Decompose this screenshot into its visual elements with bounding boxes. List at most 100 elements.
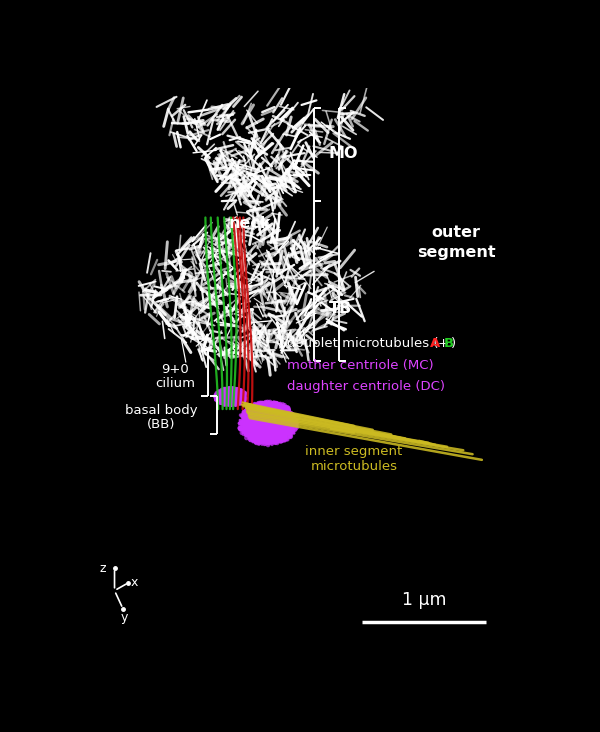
Point <box>223 389 232 401</box>
Point <box>266 400 275 412</box>
Point <box>263 426 272 438</box>
Point <box>284 419 294 431</box>
Point <box>243 421 253 433</box>
Point <box>269 415 278 427</box>
Point <box>219 392 229 403</box>
Point <box>262 417 271 429</box>
Point <box>281 418 290 430</box>
Point <box>254 405 264 417</box>
Point <box>266 406 276 418</box>
Point <box>214 395 223 406</box>
Point <box>278 418 288 430</box>
Point <box>269 418 279 430</box>
Point <box>268 430 278 442</box>
Point <box>273 415 283 427</box>
Point <box>261 423 271 435</box>
Point <box>245 417 255 428</box>
Point <box>260 404 269 416</box>
Point <box>272 414 281 425</box>
Point <box>286 411 295 422</box>
Point <box>271 429 280 441</box>
Point <box>243 411 253 422</box>
Point <box>241 420 250 432</box>
Point <box>245 430 255 441</box>
Point <box>230 387 240 399</box>
Point <box>279 424 289 436</box>
Point <box>232 399 241 411</box>
Point <box>227 387 236 399</box>
Point <box>241 410 250 422</box>
Point <box>265 406 274 417</box>
Point <box>276 400 286 411</box>
Point <box>226 396 236 408</box>
Point <box>238 389 247 401</box>
Point <box>214 395 223 406</box>
Point <box>265 416 274 427</box>
Point <box>251 418 260 430</box>
Point <box>219 389 229 401</box>
Point <box>280 411 289 422</box>
Point <box>226 391 235 403</box>
Point <box>235 392 245 403</box>
Point <box>280 405 289 417</box>
Point <box>264 397 274 409</box>
Point <box>276 425 286 437</box>
Point <box>234 395 244 406</box>
Point <box>272 418 281 430</box>
Point <box>290 409 300 421</box>
Point <box>262 433 272 444</box>
Point <box>265 430 274 442</box>
Point <box>260 424 269 436</box>
Point <box>265 425 275 436</box>
Point <box>236 417 246 428</box>
Point <box>277 421 287 433</box>
Point <box>262 418 272 430</box>
Point <box>229 397 238 408</box>
Point <box>243 415 253 427</box>
Point <box>231 386 241 398</box>
Point <box>222 392 232 403</box>
Point <box>268 411 278 422</box>
Point <box>256 418 265 430</box>
Point <box>234 397 244 408</box>
Point <box>263 417 272 429</box>
Point <box>263 426 272 438</box>
Point <box>276 421 286 433</box>
Point <box>215 387 224 399</box>
Point <box>219 397 229 409</box>
Point <box>278 411 288 422</box>
Point <box>281 416 290 427</box>
Point <box>222 393 232 405</box>
Point <box>279 411 289 423</box>
Point <box>265 403 274 414</box>
Point <box>288 425 298 436</box>
Point <box>257 413 266 425</box>
Point <box>226 398 235 410</box>
Point <box>227 389 236 400</box>
Point <box>270 418 280 430</box>
Point <box>280 419 290 430</box>
Point <box>286 428 296 440</box>
Point <box>231 393 241 405</box>
Point <box>265 419 275 430</box>
Point <box>253 406 262 418</box>
Point <box>271 421 281 433</box>
Point <box>249 399 259 411</box>
Point <box>262 408 271 420</box>
Point <box>292 418 301 430</box>
Point <box>231 388 241 400</box>
Point <box>215 389 225 401</box>
Point <box>231 397 241 409</box>
Point <box>244 403 254 415</box>
Point <box>263 424 272 436</box>
Point <box>260 408 269 419</box>
Point <box>256 400 266 411</box>
Point <box>230 393 240 405</box>
Point <box>280 420 290 432</box>
Point <box>229 386 238 397</box>
Point <box>224 393 234 405</box>
Point <box>220 392 229 403</box>
Point <box>266 424 275 436</box>
Point <box>271 422 281 434</box>
Point <box>231 396 241 408</box>
